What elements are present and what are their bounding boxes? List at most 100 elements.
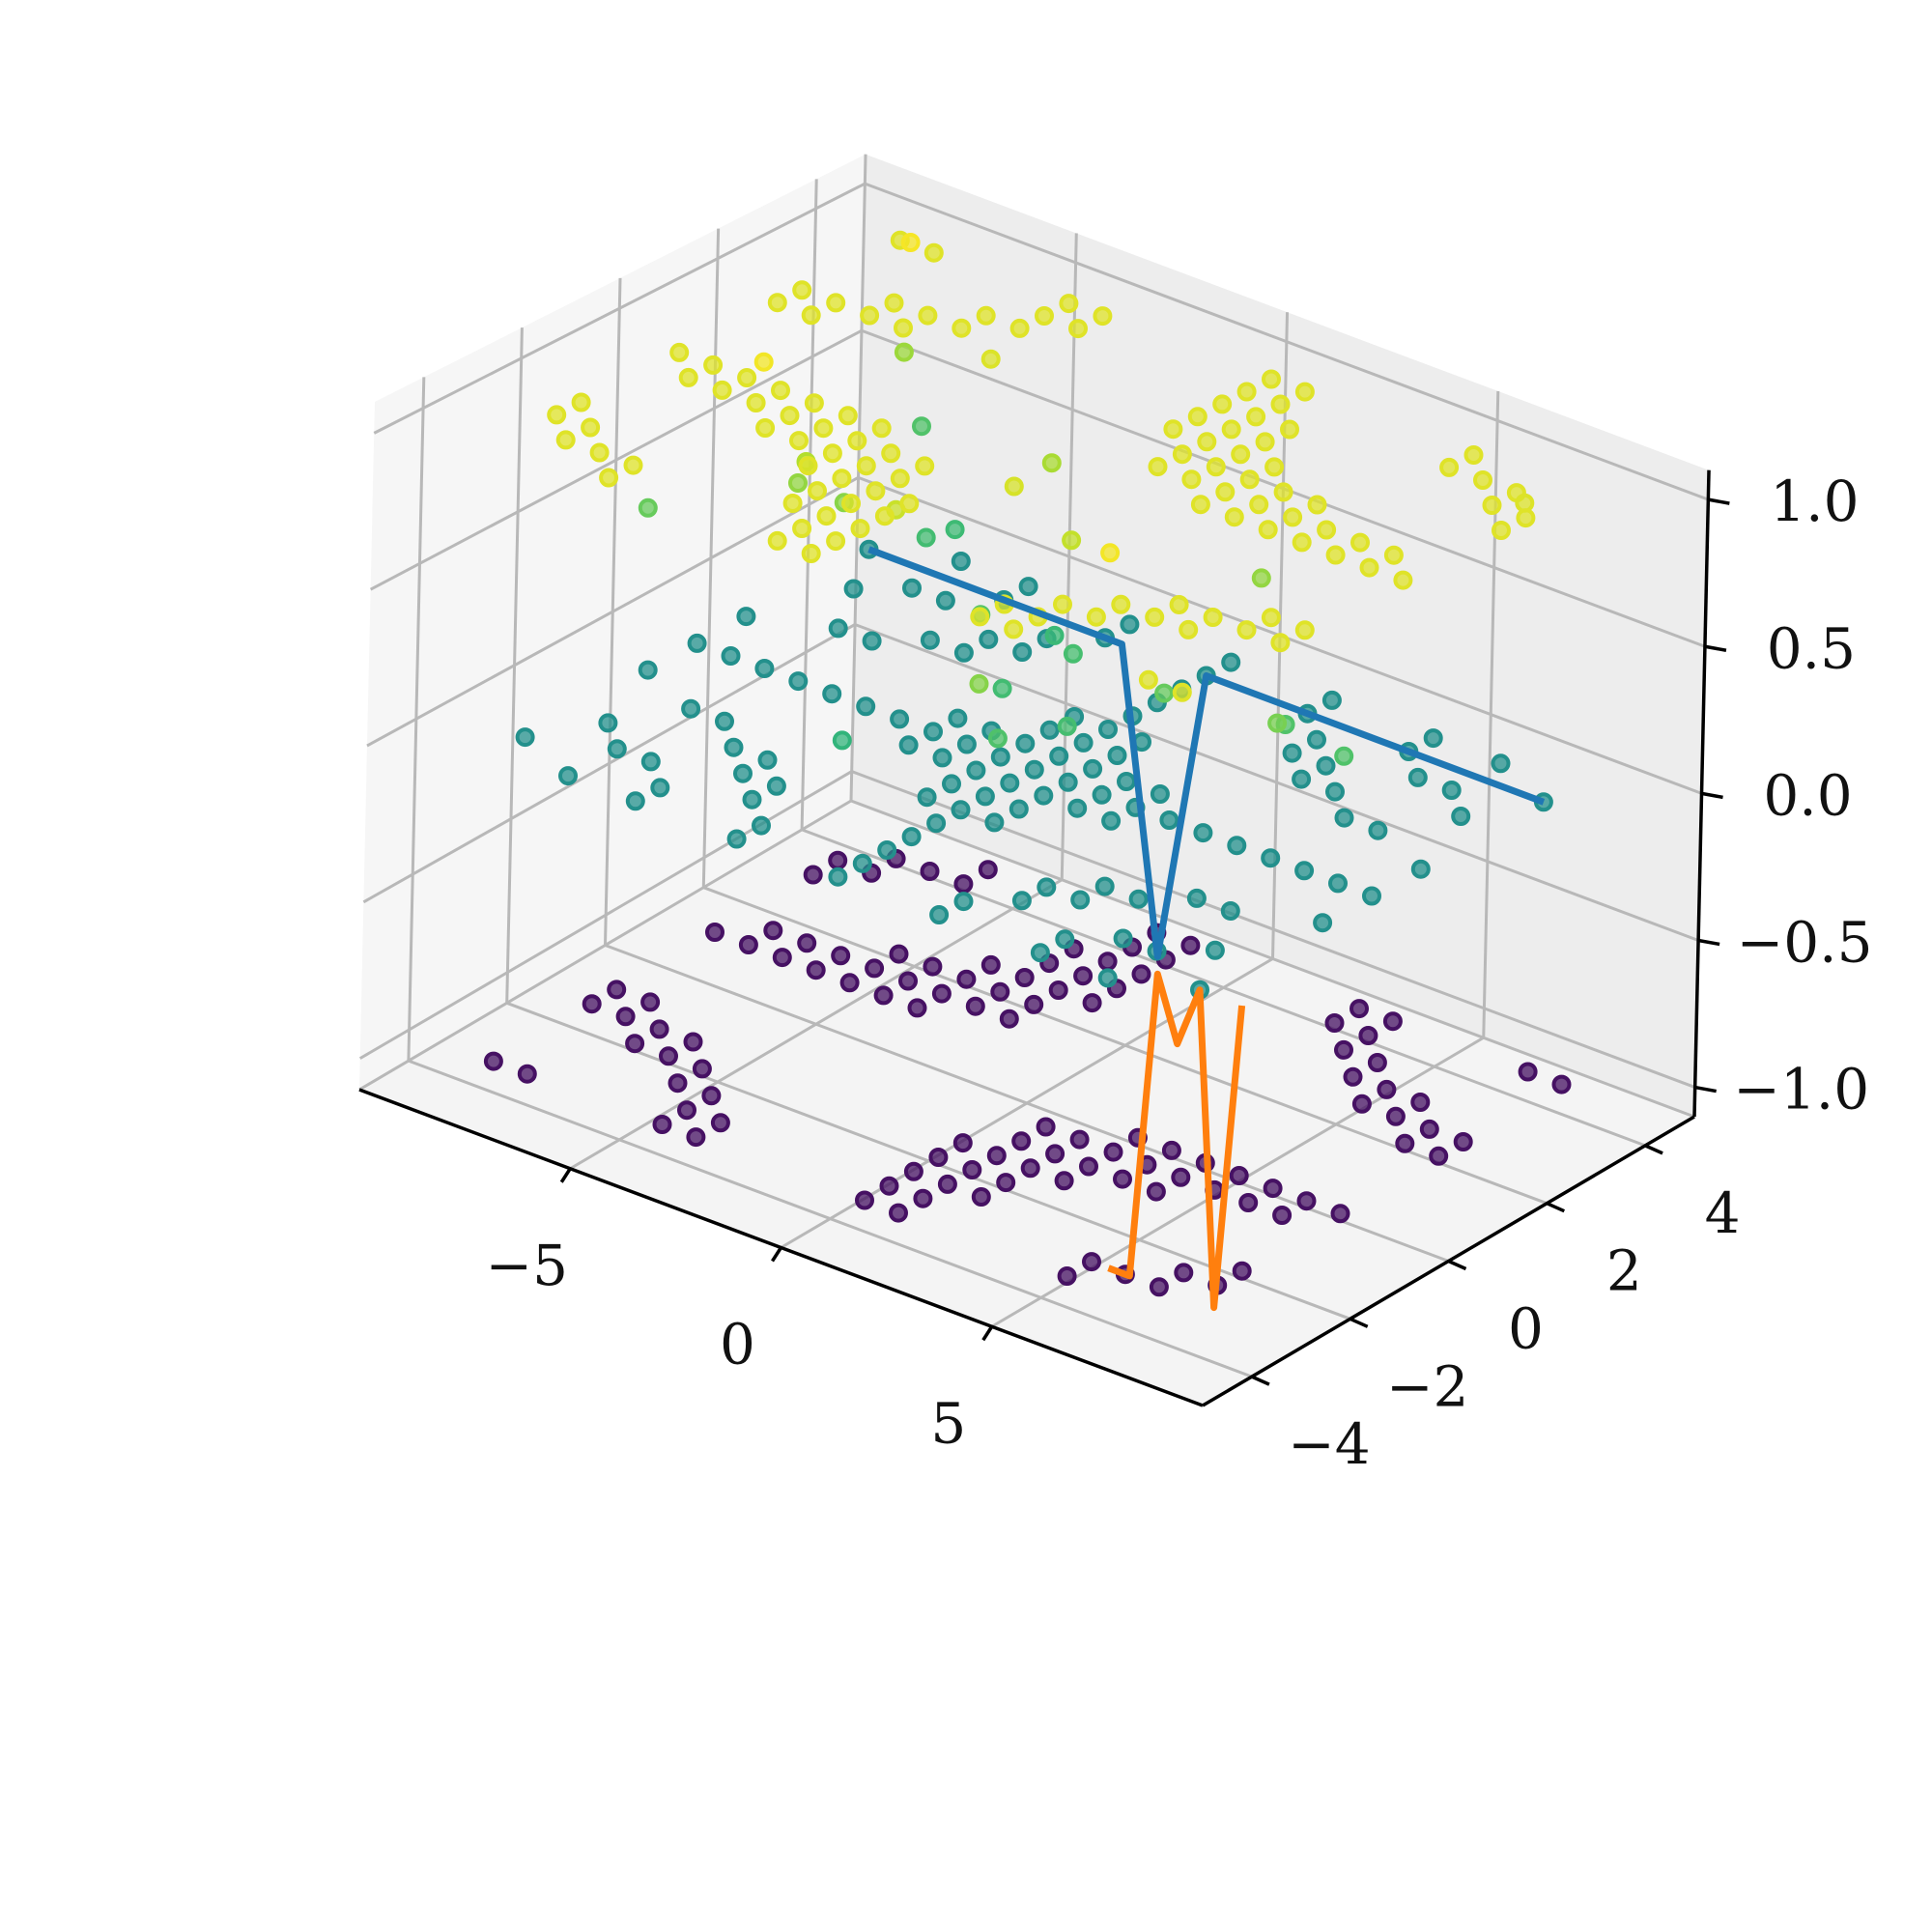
scatter-point — [1138, 669, 1158, 690]
scatter-point — [1024, 759, 1044, 780]
scatter-point — [881, 443, 901, 464]
scatter-point — [1407, 767, 1428, 787]
scatter-point — [1097, 952, 1118, 972]
scatter-point — [1086, 607, 1106, 627]
scatter-point — [926, 813, 947, 834]
scatter-point — [767, 293, 787, 313]
scatter-point — [951, 800, 971, 820]
scatter-point — [1113, 1169, 1132, 1189]
scatter-point — [1453, 1132, 1473, 1151]
scatter-point — [813, 418, 834, 439]
y-tick-1-label: −2 — [1386, 1353, 1469, 1419]
scatter-point — [703, 355, 724, 375]
scatter-point — [1350, 999, 1369, 1019]
scatter-point — [1063, 643, 1083, 664]
scatter-point — [615, 1007, 636, 1027]
scatter-point — [884, 293, 904, 313]
z-tick-0-label: −1.0 — [1733, 1057, 1869, 1122]
scatter-point — [1054, 1171, 1074, 1191]
scatter-point — [753, 352, 774, 372]
scatter-point — [828, 850, 848, 870]
scatter-point — [847, 431, 867, 451]
scatter-point — [797, 933, 817, 953]
scatter-point — [733, 763, 753, 783]
scatter-point — [1041, 453, 1062, 473]
scatter-point — [978, 860, 998, 880]
scatter-point — [996, 1173, 1016, 1193]
scatter-point — [1083, 758, 1103, 779]
scatter-point — [918, 305, 938, 326]
scatter-point — [1069, 1129, 1090, 1150]
scatter-point — [866, 481, 886, 501]
scatter-point — [986, 1146, 1007, 1166]
scatter-point — [1172, 444, 1192, 465]
scatter-point — [754, 659, 775, 678]
scatter-point — [951, 552, 971, 571]
scatter-point — [873, 985, 894, 1006]
scatter-point — [1382, 1011, 1403, 1032]
z-tick-2-label: 0.0 — [1763, 762, 1852, 828]
scatter-point — [1128, 889, 1149, 909]
scatter-point — [1325, 781, 1345, 802]
scatter-point — [932, 748, 952, 768]
scatter-point — [1206, 457, 1226, 477]
scatter-point — [980, 954, 1001, 975]
scatter-point — [737, 368, 757, 387]
scatter-point — [828, 867, 848, 887]
scatter-point — [877, 840, 897, 860]
scatter-point — [1171, 1167, 1191, 1187]
scatter-point — [1082, 1252, 1101, 1272]
scatter-point — [1270, 633, 1291, 653]
scatter-point — [970, 607, 990, 627]
scatter-point — [900, 233, 921, 252]
scatter-point — [1334, 808, 1354, 828]
scatter-point — [650, 778, 670, 798]
scatter-point — [798, 456, 818, 476]
scatter-point — [1154, 683, 1175, 703]
scatter-point — [1239, 469, 1260, 490]
scatter-point — [1518, 1062, 1538, 1082]
scatter-point — [1018, 577, 1038, 597]
scatter-point — [742, 789, 762, 810]
scatter-point — [1313, 913, 1333, 933]
scatter-point — [582, 994, 602, 1014]
scatter-point — [1073, 966, 1094, 986]
scatter-point — [1273, 482, 1293, 502]
scatter-point — [1220, 901, 1240, 921]
scatter-point — [780, 406, 800, 426]
scatter-point — [1053, 594, 1072, 614]
scatter-point — [826, 293, 846, 313]
scatter-point — [1334, 1039, 1353, 1060]
scatter-point — [1011, 1131, 1032, 1151]
scatter-point — [1351, 1094, 1372, 1114]
scatter-point — [1294, 861, 1315, 881]
scatter-point — [841, 494, 861, 514]
scatter-point — [705, 923, 724, 942]
scatter-point — [1292, 532, 1312, 553]
scatter-point — [1236, 382, 1257, 402]
scatter-point — [1048, 980, 1068, 1000]
scatter-point — [966, 760, 986, 781]
scatter-point — [953, 874, 974, 895]
scatter-point — [1246, 407, 1266, 427]
scatter-point — [1098, 720, 1118, 739]
scatter-point — [1117, 772, 1136, 791]
y-tick-3-tick — [1546, 1202, 1566, 1213]
scatter-point — [1187, 407, 1208, 427]
scatter-point — [917, 787, 937, 808]
grid-z-left — [373, 182, 867, 435]
scatter-point — [901, 827, 922, 847]
scatter-point — [1174, 1263, 1194, 1283]
scatter-point — [1229, 1166, 1249, 1185]
scatter-point — [1034, 785, 1054, 806]
scatter-point — [483, 1051, 503, 1071]
scatter-point — [843, 579, 864, 599]
scatter-point — [1221, 419, 1241, 440]
scatter-point — [965, 996, 985, 1016]
scatter-point — [738, 935, 758, 954]
scatter-point — [623, 455, 643, 475]
scatter-point — [757, 750, 778, 770]
scatter-point — [625, 1034, 645, 1054]
scatter-point — [1120, 614, 1140, 635]
scatter-point — [686, 1127, 706, 1148]
